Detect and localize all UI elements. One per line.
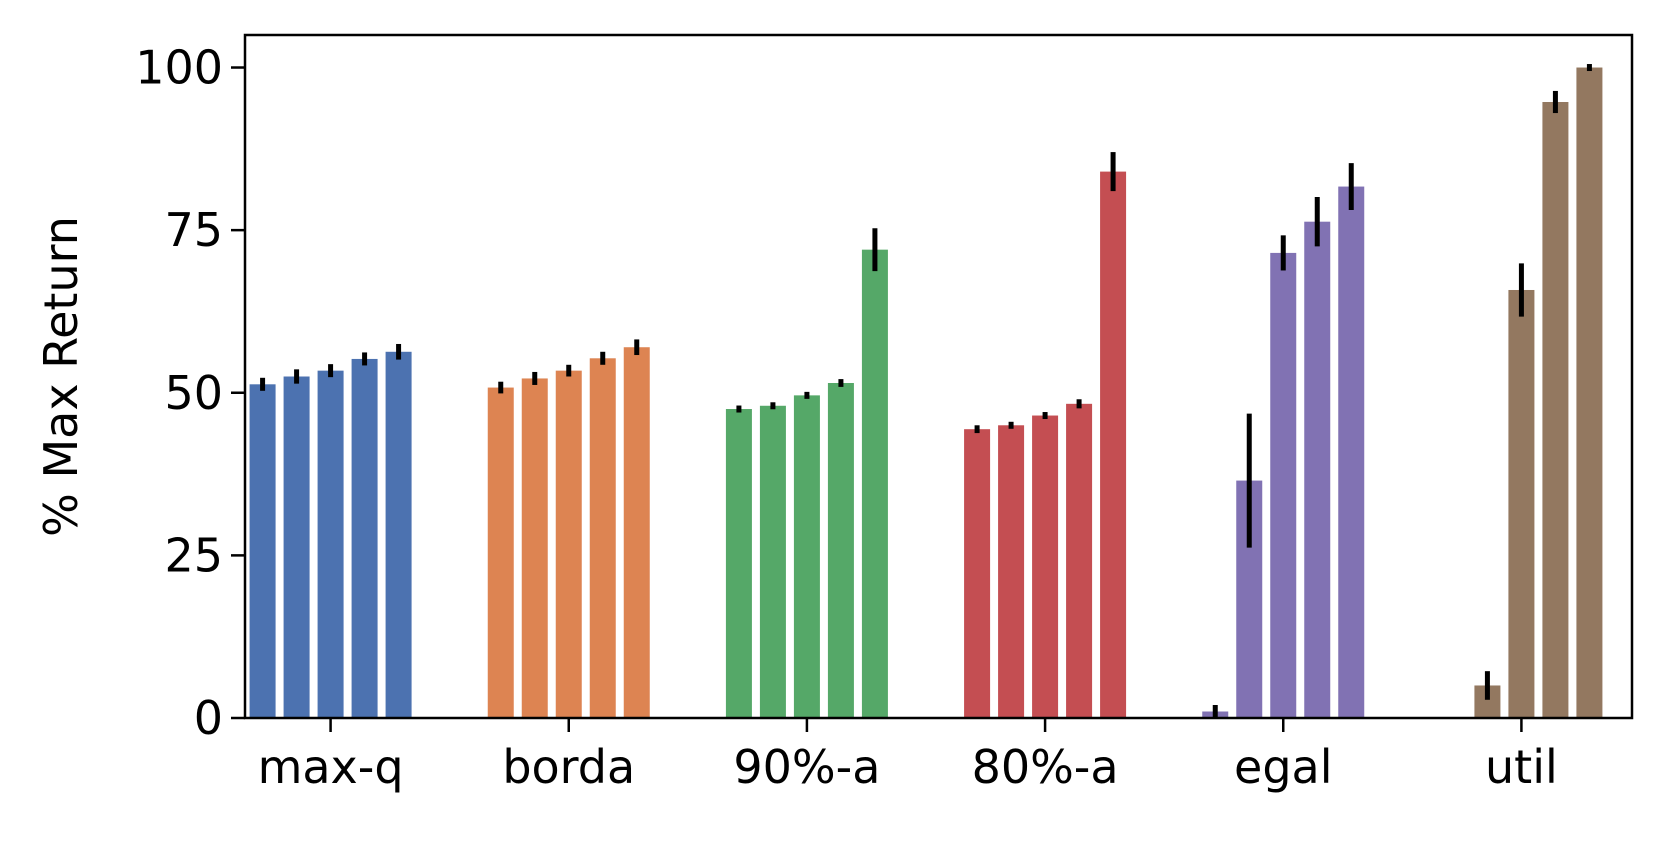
bar-80%-a-4: [1066, 403, 1093, 718]
bar-90%-a-5: [861, 249, 888, 718]
y-tick-label: 100: [135, 41, 223, 95]
bar-80%-a-5: [1100, 171, 1127, 719]
bar-90%-a-4: [827, 383, 854, 718]
y-axis: 0 25 50 75 100: [135, 41, 245, 745]
bar-borda-1: [487, 387, 514, 718]
bar-borda-3: [555, 370, 582, 718]
x-tick-label-borda: borda: [502, 740, 635, 794]
x-axis: max-q borda 90%-a 80%-a egal util: [258, 718, 1558, 794]
y-tick-label: 0: [194, 691, 223, 745]
bar-util-4: [1542, 101, 1569, 719]
bar-90%-a-3: [793, 395, 820, 718]
bar-egal-4: [1304, 221, 1331, 719]
bar-egal-3: [1270, 252, 1297, 718]
bar-80%-a-2: [998, 425, 1025, 718]
bar-80%-a-3: [1032, 415, 1059, 718]
bar-util-5: [1576, 67, 1603, 719]
y-tick-label: 75: [164, 203, 223, 257]
error-bars-layer: [260, 64, 1592, 718]
bar-borda-2: [521, 378, 548, 718]
y-tick-label: 25: [164, 528, 223, 582]
bar-max-q-2: [283, 376, 310, 718]
bars-layer: [249, 67, 1603, 719]
bar-max-q-5: [385, 351, 412, 718]
plot-frame: [243, 33, 1634, 720]
y-tick-label: 50: [164, 366, 223, 420]
bar-90%-a-2: [759, 405, 786, 718]
bar-90%-a-1: [725, 409, 752, 718]
bar-max-q-3: [317, 370, 344, 718]
y-axis-label: % Max Return: [34, 216, 88, 537]
bar-borda-4: [589, 358, 616, 718]
x-tick-label-90%-a: 90%-a: [733, 740, 880, 794]
x-tick-label-egal: egal: [1234, 740, 1332, 794]
bar-borda-5: [623, 347, 650, 718]
x-tick-label-max-q: max-q: [258, 740, 404, 794]
bar-max-q-1: [249, 384, 276, 718]
x-tick-label-80%-a: 80%-a: [972, 740, 1119, 794]
bar-egal-5: [1338, 186, 1365, 718]
bar-util-3: [1508, 289, 1535, 718]
bar-max-q-4: [351, 358, 378, 718]
x-tick-label-util: util: [1485, 740, 1558, 794]
bar-80%-a-1: [964, 429, 991, 718]
